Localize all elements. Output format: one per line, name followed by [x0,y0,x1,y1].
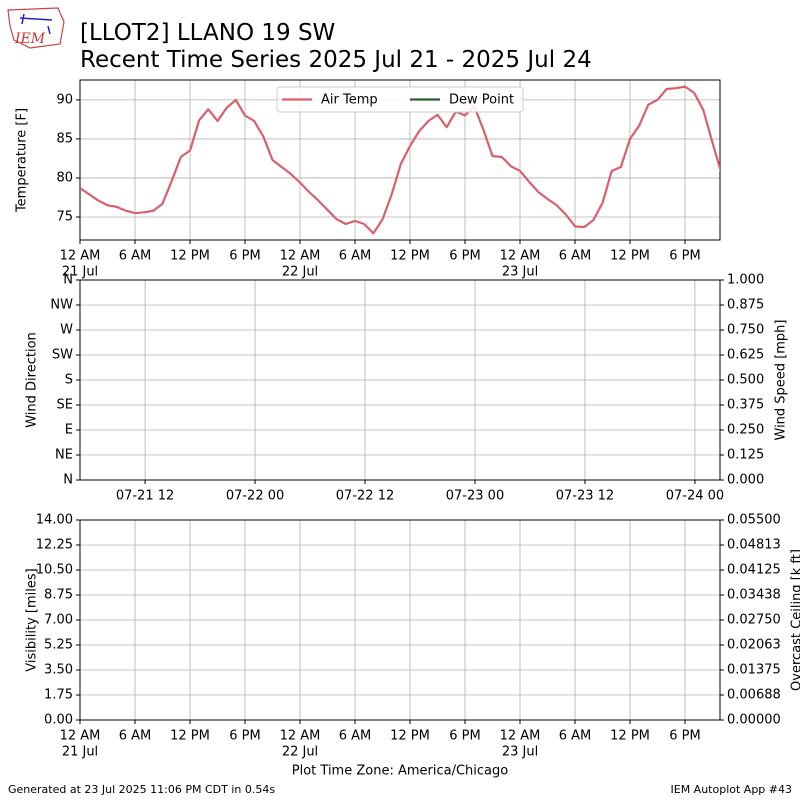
y-axis-label: Temperature [F] [15,108,30,213]
plot-frame [79,279,721,481]
legend-label: Dew Point [449,93,514,108]
y-tick-label: NW [50,298,73,313]
x-tick-label: 6 AM [339,729,372,744]
y-tick-label: 8.75 [44,588,73,603]
y-tick-label: 1.75 [44,688,73,703]
x-axis-label: Plot Time Zone: America/Chicago [292,764,508,779]
y-tick-label: 12.25 [36,538,73,553]
y2-tick-label: 0.03438 [727,588,781,603]
y2-axis-label: Overcast Ceiling [k ft] [790,549,800,691]
title: [LLOT2] LLANO 19 SW [80,20,335,46]
x-tick-label: 12 PM [390,729,430,744]
y2-tick-label: 0.500 [727,373,764,388]
y2-tick-label: 0.875 [727,298,764,313]
y-tick-label: 90 [56,92,73,107]
x-tick-label: 6 PM [449,249,480,264]
x-tick-label: 6 PM [669,729,700,744]
x-tick-label: 12 PM [170,249,210,264]
y2-tick-label: 0.625 [727,348,764,363]
x-tick-label: 6 AM [119,729,152,744]
x-tick-label: 12 PM [390,249,430,264]
x-tick-label: 6 PM [229,249,260,264]
footer-right: IEM Autoplot App #43 [671,783,793,796]
x-tick-label: 12 PM [610,249,650,264]
y-tick-label: 80 [56,170,73,185]
x-tick-label: 6 AM [339,249,372,264]
y-tick-label: N [63,473,73,488]
x-tick-label: 07-23 12 [556,489,614,504]
y-tick-label: 7.00 [44,613,73,628]
y2-tick-label: 0.000 [727,473,764,488]
x-tick-date-label: 23 Jul [502,265,538,280]
y2-tick-label: 0.04125 [727,563,781,578]
y-tick-label: 75 [56,209,73,224]
x-tick-label: 12 AM [500,729,541,744]
x-tick-label: 07-22 00 [226,489,284,504]
x-tick-label: 07-22 12 [336,489,394,504]
y-tick-label: 10.50 [36,563,73,578]
x-tick-label: 6 AM [119,249,152,264]
y-tick-label: N [63,273,73,288]
y-tick-label: S [65,373,73,388]
x-tick-date-label: 21 Jul [62,265,98,280]
y2-tick-label: 0.01375 [727,663,781,678]
y2-tick-label: 0.375 [727,398,764,413]
y-tick-label: 14.00 [36,513,73,528]
x-tick-date-label: 23 Jul [502,745,538,760]
y2-tick-label: 0.05500 [727,513,781,528]
x-tick-label: 07-21 12 [116,489,174,504]
legend-label: Air Temp [321,93,378,108]
x-tick-label: 07-24 00 [666,489,724,504]
logo-text: IEM [14,31,46,47]
y2-tick-label: 0.02750 [727,613,781,628]
logo: IEM [7,7,65,49]
x-tick-date-label: 22 Jul [282,265,318,280]
legend-box [276,86,524,113]
y2-tick-label: 0.02063 [727,638,781,653]
x-tick-label: 6 PM [229,729,260,744]
subtitle: Recent Time Series 2025 Jul 21 - 2025 Ju… [80,47,592,73]
series-group [80,85,720,235]
y-tick-label: SE [57,398,73,413]
y2-tick-label: 0.04813 [727,538,781,553]
x-tick-label: 12 AM [280,249,321,264]
x-tick-label: 12 AM [280,729,321,744]
footer-left: Generated at 23 Jul 2025 11:06 PM CDT in… [8,783,275,796]
x-tick-label: 12 AM [60,249,101,264]
x-tick-label: 6 PM [669,249,700,264]
series-line [80,85,720,235]
y-tick-label: SW [52,348,73,363]
y2-tick-label: 0.250 [727,423,764,438]
y2-tick-label: 0.00688 [727,688,781,703]
x-tick-label: 12 PM [610,729,650,744]
plot-frame [79,519,721,721]
x-tick-label: 6 AM [559,729,592,744]
x-tick-label: 07-23 00 [446,489,504,504]
y-tick-label: NE [55,448,73,463]
y2-tick-label: 0.750 [727,323,764,338]
y-tick-label: 5.25 [44,638,73,653]
y2-axis-label: Wind Speed [mph] [774,320,789,441]
y-tick-label: 85 [56,131,73,146]
x-tick-label: 12 PM [170,729,210,744]
x-tick-date-label: 22 Jul [282,745,318,760]
logo-icon [19,13,53,35]
plot-frame [79,79,721,241]
y-tick-label: W [60,323,73,338]
x-tick-label: 6 AM [559,249,592,264]
y-tick-label: E [65,423,73,438]
x-tick-date-label: 21 Jul [62,745,98,760]
y2-tick-label: 0.00000 [727,713,781,728]
y-axis-label: Visibility [miles] [25,568,40,671]
y-tick-label: 3.50 [44,663,73,678]
x-tick-label: 12 AM [60,729,101,744]
y-tick-label: 0.00 [44,713,73,728]
y-axis-label: Wind Direction [25,332,40,428]
y2-tick-label: 0.125 [727,448,764,463]
x-tick-label: 6 PM [449,729,480,744]
x-tick-label: 12 AM [500,249,541,264]
y2-tick-label: 1.000 [727,273,764,288]
